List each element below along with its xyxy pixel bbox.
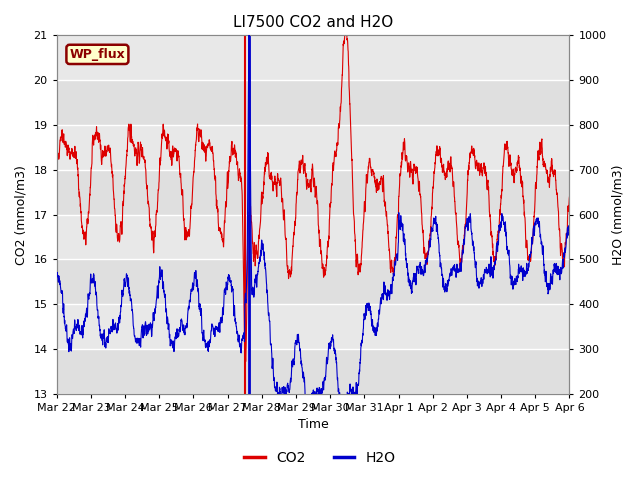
Line: H2O: H2O bbox=[57, 24, 570, 416]
X-axis label: Time: Time bbox=[298, 419, 328, 432]
CO2 bbox=[272, 179, 280, 185]
H2O bbox=[250, 293, 257, 299]
H2O bbox=[111, 321, 119, 327]
Line: CO2: CO2 bbox=[57, 28, 570, 363]
H2O bbox=[556, 275, 563, 280]
CO2 bbox=[556, 227, 563, 232]
Title: LI7500 CO2 and H2O: LI7500 CO2 and H2O bbox=[233, 15, 393, 30]
H2O bbox=[53, 275, 61, 280]
Text: WP_flux: WP_flux bbox=[70, 48, 125, 61]
H2O bbox=[245, 21, 253, 26]
Bar bbox=[57, 170, 570, 215]
H2O bbox=[566, 223, 573, 228]
H2O bbox=[500, 222, 508, 228]
Bar bbox=[57, 80, 570, 125]
H2O bbox=[142, 319, 150, 325]
Bar bbox=[57, 349, 570, 394]
CO2 bbox=[53, 172, 61, 178]
Y-axis label: CO2 (mmol/m3): CO2 (mmol/m3) bbox=[15, 165, 28, 264]
CO2 bbox=[342, 25, 349, 31]
Y-axis label: H2O (mmol/m3): H2O (mmol/m3) bbox=[612, 164, 625, 265]
CO2 bbox=[250, 258, 257, 264]
CO2 bbox=[566, 194, 573, 200]
H2O bbox=[272, 387, 280, 393]
Bar bbox=[57, 259, 570, 304]
CO2 bbox=[241, 360, 249, 366]
Legend: CO2, H2O: CO2, H2O bbox=[239, 445, 401, 471]
CO2 bbox=[142, 166, 150, 172]
H2O bbox=[305, 413, 312, 419]
CO2 bbox=[111, 213, 119, 218]
CO2 bbox=[500, 145, 508, 151]
